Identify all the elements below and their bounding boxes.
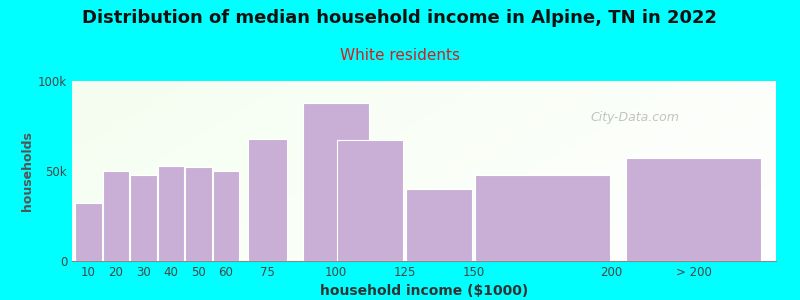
Bar: [248, 139, 286, 261]
Bar: [130, 175, 157, 261]
X-axis label: household income ($1000): household income ($1000): [320, 284, 528, 298]
Bar: [103, 171, 129, 261]
Bar: [338, 140, 403, 261]
Bar: [158, 166, 184, 261]
Text: White residents: White residents: [340, 48, 460, 63]
Bar: [213, 171, 239, 261]
Y-axis label: households: households: [21, 131, 34, 211]
Bar: [475, 175, 610, 261]
Bar: [626, 158, 761, 261]
Bar: [406, 189, 472, 261]
Text: Distribution of median household income in Alpine, TN in 2022: Distribution of median household income …: [82, 9, 718, 27]
Bar: [186, 167, 211, 261]
Text: City-Data.com: City-Data.com: [590, 110, 680, 124]
Bar: [75, 203, 102, 261]
Bar: [303, 103, 369, 261]
